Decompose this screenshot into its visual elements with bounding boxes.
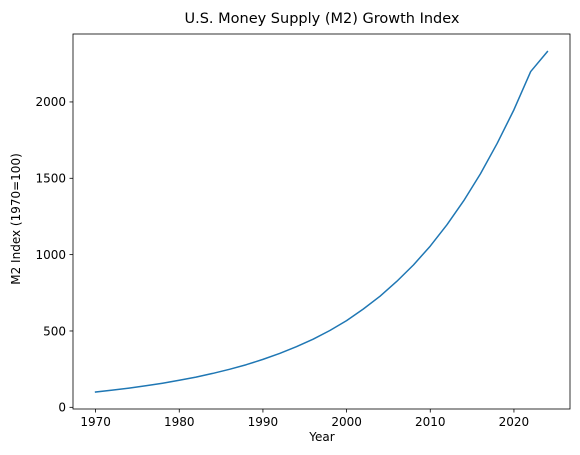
x-tick-label-2020: 2020 xyxy=(499,415,530,429)
x-axis-label: Year xyxy=(308,430,334,444)
y-axis-label: M2 Index (1970=100) xyxy=(9,153,23,285)
x-tick-label-1990: 1990 xyxy=(248,415,279,429)
x-tick-label-1970: 1970 xyxy=(80,415,111,429)
y-tick-label-1500: 1500 xyxy=(35,172,66,186)
x-tick-label-2010: 2010 xyxy=(415,415,446,429)
axes-frame xyxy=(72,33,571,410)
y-tick-label-2000: 2000 xyxy=(35,95,66,109)
x-tick-label-2000: 2000 xyxy=(331,415,362,429)
plot-area: 1970 1980 1990 2000 2010 2020 0 500 1000 1500 2000 xyxy=(35,33,571,429)
chart-title: U.S. Money Supply (M2) Growth Index xyxy=(184,11,459,27)
y-tick-label-1000: 1000 xyxy=(35,248,66,262)
x-tick-label-1980: 1980 xyxy=(164,415,195,429)
y-tick-label-500: 500 xyxy=(43,324,66,338)
series-line-0 xyxy=(94,50,549,393)
y-tick-label-0: 0 xyxy=(58,401,66,415)
